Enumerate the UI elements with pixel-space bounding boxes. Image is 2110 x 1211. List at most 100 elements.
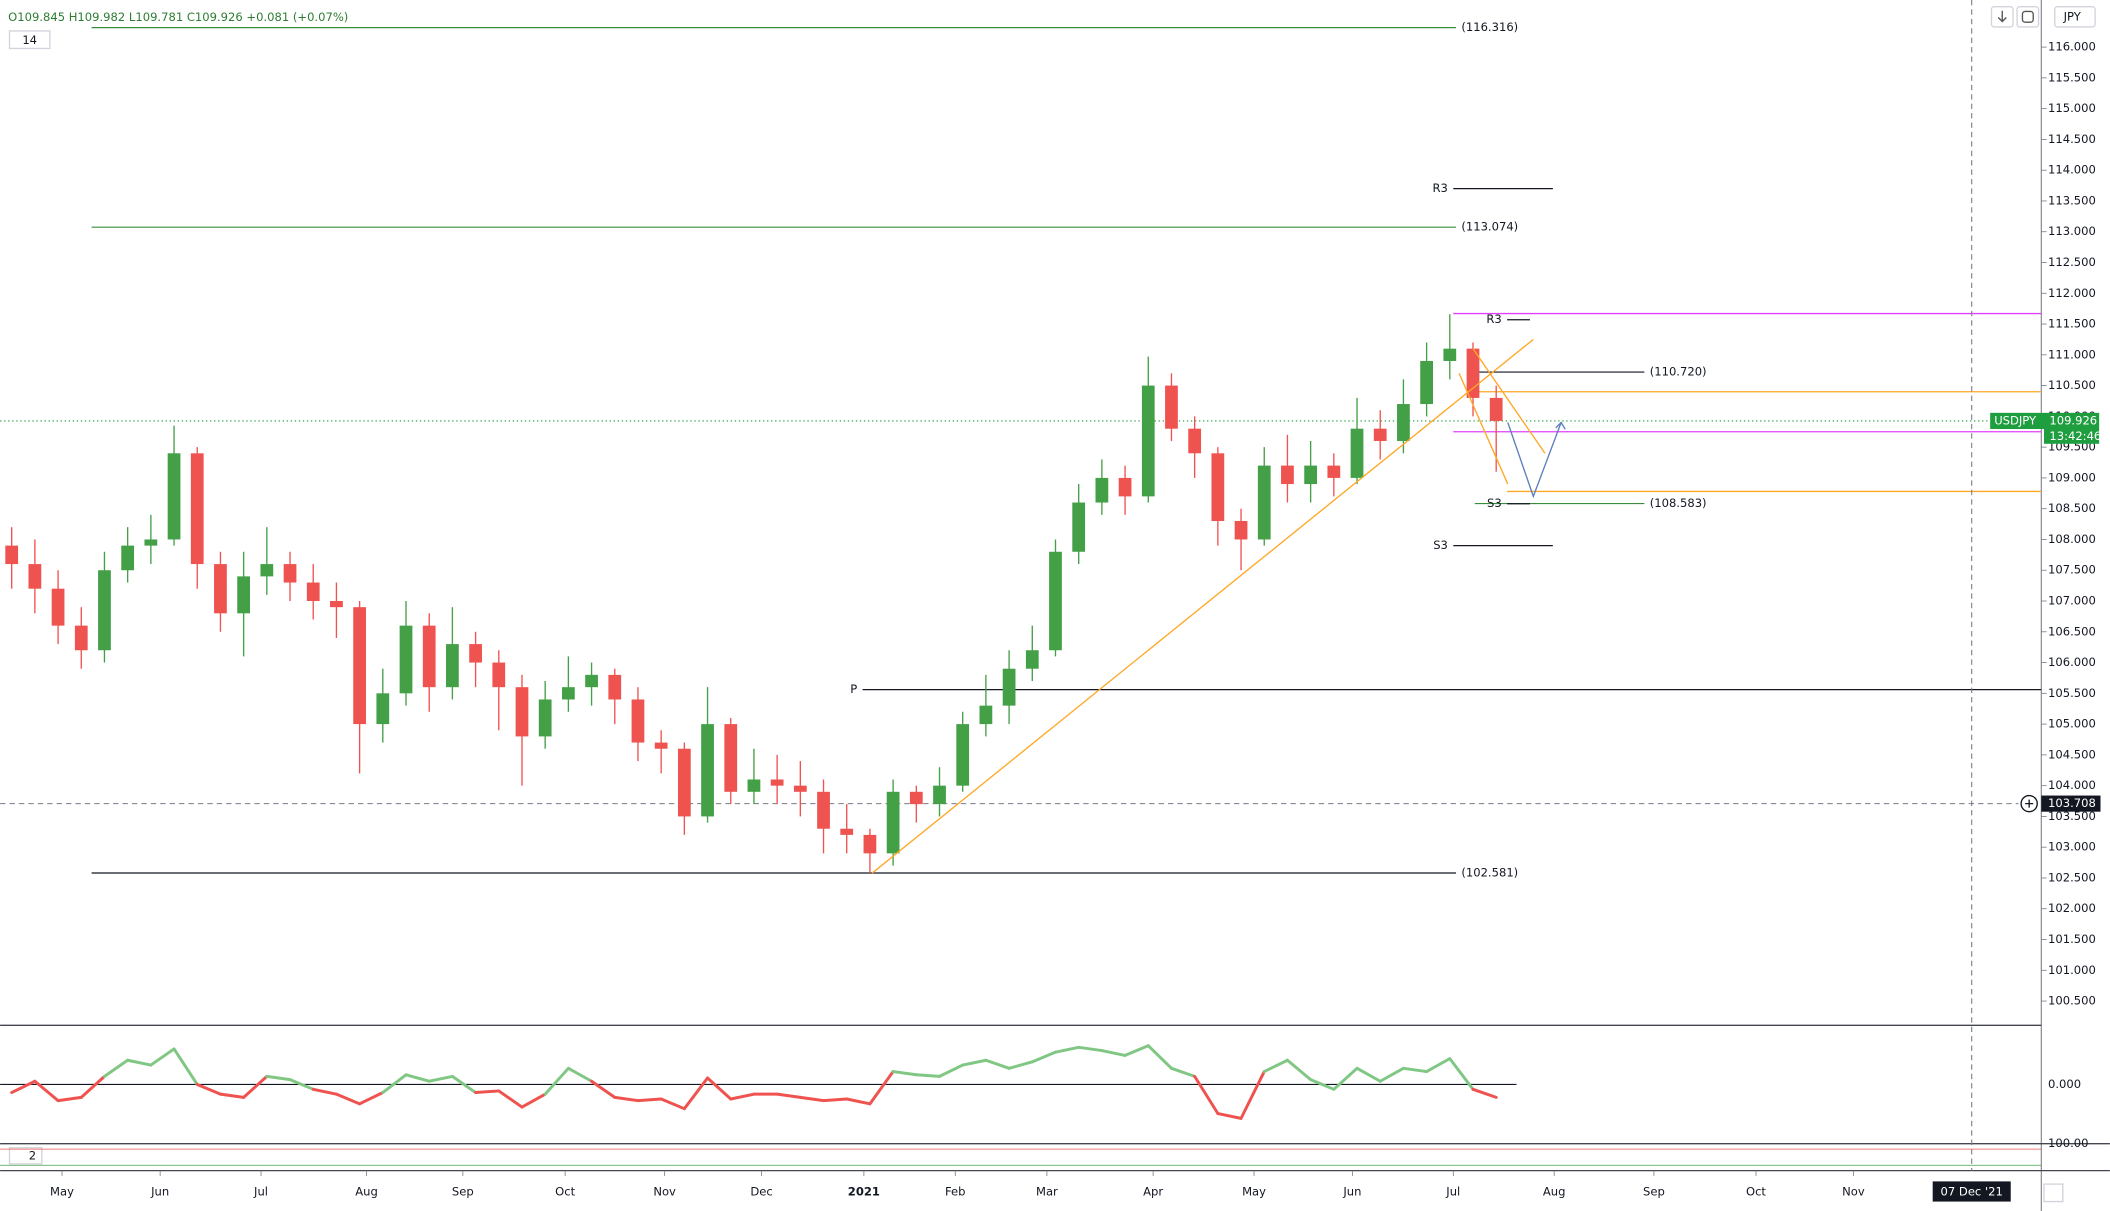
oscillator-segment [1193,1074,1220,1116]
oscillator-segment [381,1073,408,1095]
x-tick-label: May [1242,1185,1266,1199]
oscillator-segment [636,1097,663,1103]
candle-body [422,625,436,688]
oscillator-segment [1123,1044,1150,1057]
countdown-tag [2043,428,2100,444]
candle-body [747,779,761,792]
x-tick-label: Sep [1643,1185,1665,1199]
candle-body [237,576,251,614]
candle-body [1211,453,1225,521]
level-label: (102.581) [1461,865,1518,879]
oscillator-segment [914,1073,941,1078]
pivot-label: R3 [1486,312,1501,326]
candle-body [121,545,135,571]
oscillator-segment [1030,1050,1057,1064]
indicator-chip[interactable] [8,1147,43,1165]
candle-body [1443,348,1457,361]
trend-line [871,338,1534,874]
oscillator-segment [798,1095,826,1103]
candle-body [167,453,181,540]
candle-body [909,791,923,805]
oscillator-segment [242,1074,269,1099]
x-tick-label: May [50,1185,74,1199]
oscillator-segment [311,1087,338,1096]
crosshair-price-label: 103.708 [2048,796,2096,810]
candle-body [1257,465,1271,540]
candle-body [817,791,830,829]
countdown-label: 13:42:46 [2049,429,2101,443]
y-tick-label: 106.500 [2048,624,2096,638]
candle-body [631,699,645,743]
candle-body [515,687,529,737]
oscillator-segment [334,1092,362,1106]
oscillator-segment [1309,1078,1336,1091]
oscillator-segment [1239,1070,1266,1120]
refresh-button[interactable] [2016,6,2040,28]
candle-body [1095,477,1109,503]
oscillator-segment [474,1089,501,1095]
candle-body [1165,385,1178,429]
oscillator-segment [149,1047,176,1067]
candle-body [51,588,65,626]
candle-body [886,791,900,854]
candle-body [399,625,413,694]
y-tick-label: 109.000 [2048,470,2096,484]
oscillator-segment [1378,1066,1405,1083]
candle-body [1281,465,1294,485]
candle-body [538,699,552,737]
oscillator-segment [1332,1066,1359,1091]
y-tick-label: 105.500 [2048,686,2096,700]
trend-line [1472,348,1546,454]
y-tick-label: 111.000 [2048,347,2096,361]
oscillator-segment [1425,1057,1452,1074]
oscillator-segment [520,1092,547,1109]
crosshair-date-tag [1932,1181,2011,1202]
currency-button[interactable] [2054,6,2096,28]
oscillator-segment [33,1079,60,1103]
y-tick-label: 116.000 [2048,40,2096,54]
oscillator-segment [891,1070,918,1077]
x-tick-label: Feb [945,1185,965,1199]
candle-body [1327,465,1341,478]
candle-body [1420,360,1433,405]
candle-body [793,785,807,792]
y-tick-label: 108.000 [2048,532,2096,546]
candle-body [1141,385,1155,497]
oscillator-segment [775,1092,802,1099]
oscillator-segment [218,1092,246,1099]
level-label: (108.583) [1650,496,1707,510]
auto-scale-button[interactable] [2043,1183,2064,1203]
candle-body [654,742,668,749]
oscillator-segment [845,1097,872,1106]
y-tick-label: 102.000 [2048,901,2096,915]
candle-body [74,625,88,651]
x-tick-label: Jul [253,1185,268,1199]
candle-body [608,674,622,700]
indicator-label: 2 [29,1148,36,1162]
oscillator-segment [1471,1087,1498,1099]
candle-body [585,674,598,688]
oscillator-segment [195,1082,222,1096]
indicator-chip[interactable] [8,30,51,50]
oscillator-segment [961,1058,988,1067]
oscillator-segment [1077,1045,1104,1053]
crosshair-date-label: 07 Dec '21 [1941,1185,2003,1199]
oscillator-segment [404,1073,431,1083]
oscillator-segment [1146,1044,1173,1070]
refresh-icon [2021,10,2034,23]
oscillator-segment [566,1066,594,1083]
candle-body [956,724,970,786]
y-tick-label: 113.000 [2048,224,2096,238]
oscillator-segment [938,1063,965,1078]
y-tick-label: 107.500 [2048,563,2096,577]
oscillator-segment [288,1078,315,1091]
oscillator-segment [126,1058,153,1067]
y-tick-label: 100.00 [2048,1136,2088,1150]
x-tick-label: Dec [750,1185,772,1199]
y-tick-label: 0.000 [2048,1077,2081,1091]
oscillator-segment [102,1058,130,1078]
oscillator-segment [1448,1057,1475,1091]
candle-body [1397,404,1410,441]
y-tick-label: 104.000 [2048,778,2096,792]
x-tick-label: Nov [653,1185,676,1199]
